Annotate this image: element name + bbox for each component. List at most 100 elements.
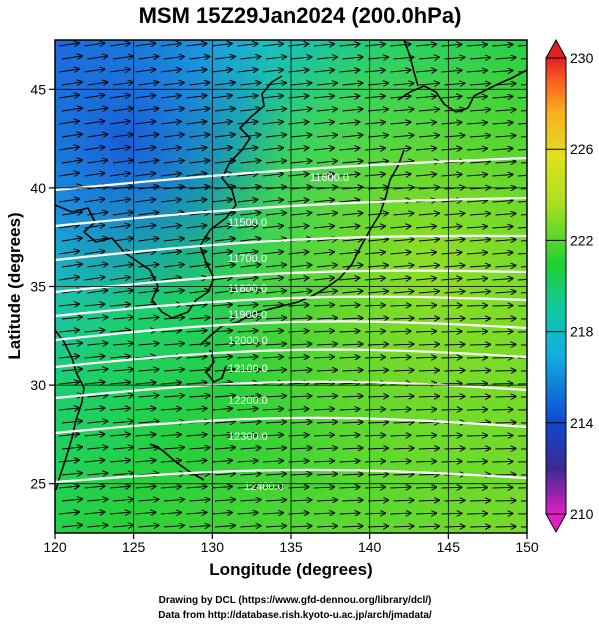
wind-arrow	[237, 461, 258, 462]
wind-arrow	[520, 162, 527, 164]
wind-arrow	[58, 304, 79, 306]
wind-arrow	[466, 409, 487, 410]
wind-arrow	[495, 371, 516, 372]
x-tick-label: 130	[201, 539, 225, 555]
wind-arrow	[469, 448, 490, 449]
wind-arrow	[240, 526, 261, 527]
wind-arrow	[393, 448, 414, 449]
wind-arrow	[342, 370, 363, 371]
wind-arrow	[466, 226, 487, 228]
wind-arrow	[364, 96, 385, 98]
wind-arrow	[214, 57, 235, 60]
wind-arrow	[492, 410, 513, 411]
wind-arrow	[364, 278, 385, 280]
wind-arrow	[61, 56, 82, 59]
wind-arrow	[495, 345, 516, 346]
wind-arrow	[342, 213, 363, 215]
wind-arrow	[186, 304, 207, 306]
wind-arrow	[342, 448, 363, 449]
wind-arrow	[84, 460, 105, 462]
wind-arrow	[240, 265, 261, 267]
wind-arrow	[189, 500, 210, 502]
wind-arrow	[138, 525, 159, 527]
wind-arrow	[418, 500, 439, 501]
wind-arrow	[492, 306, 513, 307]
wind-arrow	[265, 213, 286, 215]
wind-arrow	[342, 239, 363, 241]
wind-arrow	[138, 134, 159, 137]
coastline-ryukyu	[149, 443, 205, 481]
wind-arrow	[262, 461, 283, 462]
wind-arrow	[211, 200, 232, 203]
wind-arrow	[87, 395, 108, 397]
wind-arrow	[339, 487, 360, 488]
wind-arrow	[390, 148, 411, 150]
wind-arrow	[313, 461, 334, 462]
wind-arrow	[415, 357, 436, 358]
wind-arrow	[495, 527, 516, 528]
wind-arrow	[288, 278, 309, 280]
wind-arrow	[240, 422, 261, 423]
wind-arrow	[367, 57, 388, 59]
wind-arrow	[58, 382, 79, 384]
credit-data: Data from http://database.rish.kyoto-u.a…	[158, 610, 432, 621]
wind-arrow	[291, 161, 312, 163]
wind-arrow	[186, 408, 207, 410]
wind-arrow	[444, 265, 465, 267]
wind-arrow	[316, 370, 337, 371]
wind-arrow	[393, 396, 414, 397]
wind-arrow	[109, 173, 130, 176]
wind-arrow	[495, 449, 516, 450]
wind-arrow	[441, 513, 462, 514]
wind-arrow	[135, 408, 156, 410]
wind-arrow	[390, 44, 411, 46]
wind-arrow	[112, 56, 133, 59]
wind-arrow	[135, 95, 156, 98]
wind-arrow	[58, 512, 79, 514]
wind-arrow	[109, 69, 130, 72]
wind-arrow	[520, 214, 527, 216]
wind-arrow	[109, 382, 130, 384]
wind-arrow	[288, 44, 309, 46]
wind-arrow	[58, 251, 79, 254]
wind-arrow	[138, 421, 159, 423]
wind-arrow	[517, 44, 527, 47]
wind-arrow	[87, 108, 108, 111]
wind-arrow	[313, 252, 334, 254]
wind-arrow	[288, 435, 309, 436]
wind-arrow	[160, 173, 181, 176]
wind-arrow	[441, 383, 462, 384]
wind-arrow	[339, 357, 360, 358]
wind-arrow	[160, 434, 181, 436]
wind-arrow	[441, 96, 462, 98]
wind-arrow	[393, 370, 414, 371]
wind-arrow	[237, 252, 258, 254]
wind-arrow	[469, 83, 490, 85]
wind-arrow	[492, 123, 513, 125]
wind-arrow	[240, 109, 261, 111]
wind-arrow	[240, 474, 261, 475]
wind-arrow	[342, 474, 363, 475]
wind-arrow	[444, 396, 465, 397]
wind-arrow	[240, 57, 261, 59]
wind-arrow	[390, 513, 411, 514]
wind-arrow	[291, 474, 312, 475]
wind-arrow	[520, 188, 527, 190]
wind-arrow	[364, 252, 385, 254]
wind-arrow	[466, 70, 487, 72]
wind-arrow	[265, 291, 286, 293]
wind-arrow	[313, 331, 334, 332]
wind-arrow	[364, 122, 385, 124]
wind-arrow	[495, 214, 516, 216]
wind-arrow	[342, 57, 363, 59]
wind-arrow	[262, 331, 283, 332]
colorbar-tick-label: 218	[570, 324, 594, 340]
wind-arrow	[112, 421, 133, 423]
wind-arrow	[415, 435, 436, 436]
wind-arrow	[364, 435, 385, 436]
wind-arrow	[58, 199, 79, 202]
wind-arrow	[211, 513, 232, 515]
wind-arrow	[520, 110, 527, 112]
wind-arrow	[109, 460, 130, 462]
wind-arrow	[138, 160, 159, 163]
